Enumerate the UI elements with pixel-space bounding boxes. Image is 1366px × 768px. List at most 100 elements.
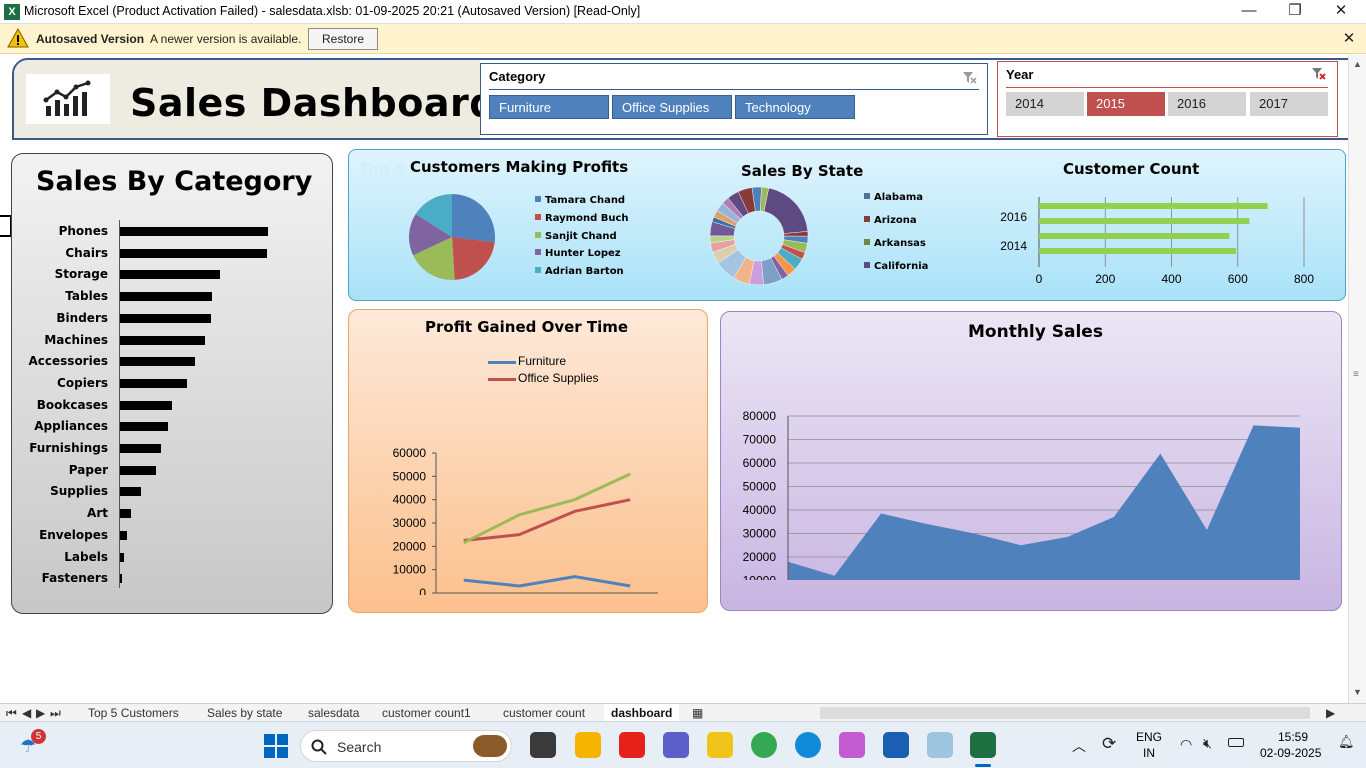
- teams-icon[interactable]: [663, 732, 689, 758]
- bar-phones: [120, 227, 268, 236]
- maximize-button[interactable]: ❐: [1288, 2, 1302, 19]
- store-icon[interactable]: [883, 732, 909, 758]
- notification-message: A newer version is available.: [150, 32, 302, 46]
- slicer-item-technology[interactable]: Technology: [735, 95, 855, 119]
- legend-swatch: [864, 216, 870, 222]
- slicer-item-2015[interactable]: 2015: [1087, 92, 1165, 116]
- scroll-right-icon[interactable]: ▶: [1326, 706, 1336, 720]
- category-slicer: Category Furniture Office Supplies Techn…: [480, 63, 988, 135]
- youtube-icon[interactable]: [619, 732, 645, 758]
- category-label-art: Art: [87, 506, 108, 521]
- category-label-supplies: Supplies: [50, 484, 108, 499]
- volume-muted-icon[interactable]: 🔇︎: [1203, 735, 1212, 751]
- profit-over-time-panel: [348, 309, 708, 613]
- clock-date[interactable]: 02-09-2025: [1260, 746, 1322, 760]
- chrome-icon[interactable]: [751, 732, 777, 758]
- pie-slice-adrian-barton: [415, 194, 452, 237]
- scroll-up-icon[interactable]: ▲: [1353, 59, 1362, 69]
- series-line-technology: [463, 472, 631, 545]
- y-tick-label: 50000: [743, 480, 777, 494]
- y-tick-label: 30000: [393, 516, 427, 530]
- sales-by-category-chart: Phones Chairs Storage Tables Binders Machines…: [0, 55, 340, 615]
- bar-machines: [120, 335, 206, 345]
- active-app-indicator: [975, 764, 991, 767]
- legend-item-arizona: Arizona: [864, 215, 917, 226]
- start-windows-icon[interactable]: [264, 734, 288, 758]
- tab-nav-prev-icon[interactable]: ◀: [22, 706, 32, 720]
- legend-swatch: [535, 213, 541, 220]
- donut-slice: [760, 186, 769, 212]
- scroll-down-icon[interactable]: ▼: [1353, 687, 1362, 697]
- category-slicer-title: Category: [489, 69, 546, 84]
- title-bar: X Microsoft Excel (Product Activation Fa…: [0, 0, 1366, 24]
- slicer-item-furniture[interactable]: Furniture: [489, 95, 609, 119]
- tab-nav-first-icon[interactable]: ⏮: [6, 706, 17, 720]
- slicer-item-2017[interactable]: 2017: [1250, 92, 1328, 116]
- tab-dashboard[interactable]: dashboard: [604, 704, 680, 722]
- horizontal-scrollbar[interactable]: [820, 707, 1310, 719]
- tab-sales-by-state[interactable]: Sales by state: [207, 706, 283, 720]
- clear-filter-icon[interactable]: [1312, 68, 1326, 80]
- bar-2016: [1039, 218, 1250, 224]
- chart-logo-icon: [26, 74, 110, 124]
- y-tick-label: 60000: [743, 456, 777, 470]
- x-tick-label: 400: [1161, 272, 1181, 285]
- snipping-tool-icon[interactable]: [927, 732, 953, 758]
- x-tick-label: 600: [1228, 272, 1248, 285]
- tab-nav-next-icon[interactable]: ▶: [36, 706, 46, 720]
- wifi-icon[interactable]: ◠: [1180, 736, 1193, 752]
- task-view-icon[interactable]: [530, 732, 556, 758]
- category-label-furnishings: Furnishings: [29, 441, 108, 455]
- new-sheet-icon[interactable]: ▦: [692, 706, 704, 720]
- minimize-button[interactable]: —: [1241, 2, 1257, 19]
- tab-top-5-customers[interactable]: Top 5 Customers: [88, 706, 179, 720]
- tab-customer-count[interactable]: customer count: [503, 706, 586, 720]
- legend-label: Adrian Barton: [545, 266, 624, 278]
- sync-icon[interactable]: ⟳: [1102, 734, 1117, 753]
- slicer-item-2014[interactable]: 2014: [1006, 92, 1084, 116]
- bar-fasteners: [120, 574, 122, 584]
- clear-filter-icon[interactable]: [963, 72, 977, 84]
- excel-taskbar-icon[interactable]: [970, 732, 996, 758]
- scroll-thumb-grip-icon[interactable]: ≡: [1353, 369, 1359, 380]
- clock-time[interactable]: 15:59: [1278, 730, 1309, 744]
- game-app-icon[interactable]: [707, 732, 733, 758]
- y-axis-line: [119, 220, 120, 588]
- tray-chevron-up-icon[interactable]: ︿: [1072, 738, 1086, 754]
- restore-button[interactable]: Restore: [308, 28, 378, 50]
- x-tick-label: 0: [1036, 272, 1043, 285]
- notification-label: Autosaved Version: [36, 32, 145, 46]
- copilot-icon[interactable]: [839, 732, 865, 758]
- battery-icon[interactable]: [1228, 738, 1244, 747]
- edge-icon[interactable]: [795, 732, 821, 758]
- slicer-item-office-supplies[interactable]: Office Supplies: [612, 95, 732, 119]
- taskbar-search-box[interactable]: Search: [300, 730, 512, 762]
- profit-chart-title: Profit Gained Over Time: [425, 318, 629, 336]
- notification-center-icon[interactable]: 🔔︎: [1338, 734, 1355, 749]
- slicer-item-2016[interactable]: 2016: [1168, 92, 1246, 116]
- worksheet-area: Sales Dashboard Category Furniture Offic…: [0, 55, 1348, 703]
- language-indicator[interactable]: ENG: [1136, 730, 1163, 744]
- tab-customer-count1[interactable]: customer count1: [382, 706, 471, 720]
- legend-item-hunter-lopez: Hunter Lopez: [535, 248, 621, 259]
- bar-furnishings: [120, 444, 162, 453]
- tab-nav-last-icon[interactable]: ⏭: [50, 706, 61, 720]
- slicer-divider: [489, 89, 979, 90]
- vertical-scrollbar[interactable]: ▲ ≡ ▼: [1348, 55, 1366, 703]
- close-button[interactable]: ✕: [1334, 2, 1348, 19]
- y-tick-label: 10000: [393, 563, 427, 577]
- legend-item-tamara-chand: Tamara Chand: [535, 195, 625, 206]
- legend-label: Arizona: [874, 215, 917, 226]
- legend-label: Tamara Chand: [545, 195, 626, 206]
- category-label-appliances: Appliances: [34, 419, 108, 434]
- window-title: Microsoft Excel (Product Activation Fail…: [24, 4, 641, 18]
- top-charts-panel: [348, 149, 1346, 301]
- notification-close-button[interactable]: ✕: [1342, 30, 1356, 47]
- monthly-sales-title: Monthly Sales: [968, 322, 1103, 342]
- file-explorer-icon[interactable]: [575, 732, 601, 758]
- autosave-notification-bar: Autosaved Version A newer version is ava…: [0, 24, 1366, 54]
- category-label-tables: Tables: [65, 289, 108, 304]
- search-placeholder: Search: [337, 739, 382, 755]
- tab-salesdata[interactable]: salesdata: [308, 706, 360, 720]
- customers-chart-title: Customers Making Profits: [410, 158, 629, 176]
